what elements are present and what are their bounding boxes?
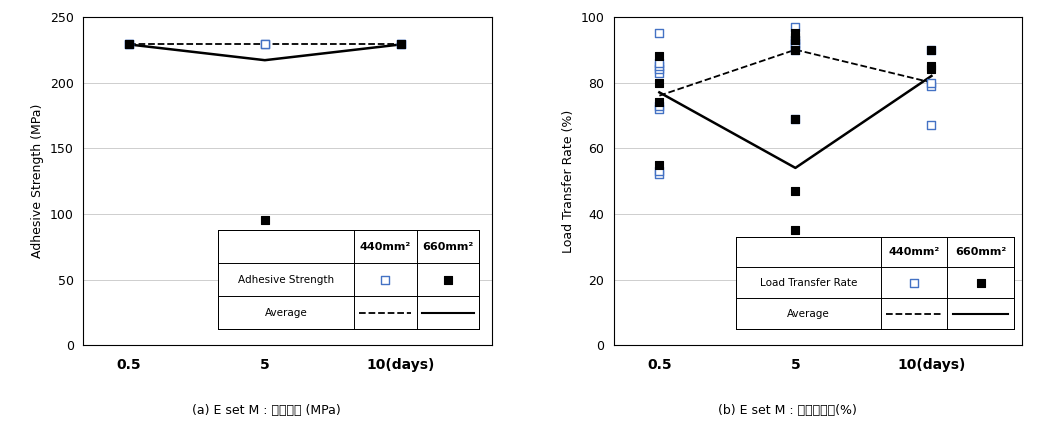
Point [787,33,804,40]
Point [787,187,804,194]
Point [787,40,804,46]
Point [392,41,409,48]
Point [651,102,668,109]
Point [787,115,804,122]
Text: (a) E set M : 접착강도 (MPa): (a) E set M : 접착강도 (MPa) [192,404,340,417]
Point [651,30,668,37]
Point [651,66,668,73]
Point [923,46,940,53]
Point [923,83,940,89]
Point [257,41,273,48]
Point [651,79,668,86]
Point [787,43,804,50]
Point [651,59,668,66]
Point [923,46,940,53]
Point [392,41,409,48]
Point [651,171,668,178]
Point [392,41,409,48]
Point [651,53,668,60]
Point [923,66,940,73]
Y-axis label: Load Transfer Rate (%): Load Transfer Rate (%) [562,109,575,253]
Point [787,37,804,43]
Point [787,30,804,37]
Point [787,46,804,53]
Point [787,227,804,234]
Point [651,168,668,175]
Point [257,217,273,224]
Point [787,23,804,30]
Point [923,79,940,86]
Point [651,63,668,69]
Point [787,243,804,250]
Point [923,309,940,316]
Point [120,41,137,48]
Point [787,46,804,53]
Point [257,41,273,48]
Point [787,37,804,43]
Point [120,41,137,48]
Point [651,161,668,168]
Point [923,122,940,128]
Point [651,69,668,76]
Point [651,105,668,112]
Point [120,41,137,48]
Point [651,99,668,106]
Text: (b) E set M : 하중전달률(%): (b) E set M : 하중전달률(%) [718,404,857,417]
Point [787,115,804,122]
Y-axis label: Adhesive Strength (MPa): Adhesive Strength (MPa) [31,104,44,258]
Point [923,63,940,69]
